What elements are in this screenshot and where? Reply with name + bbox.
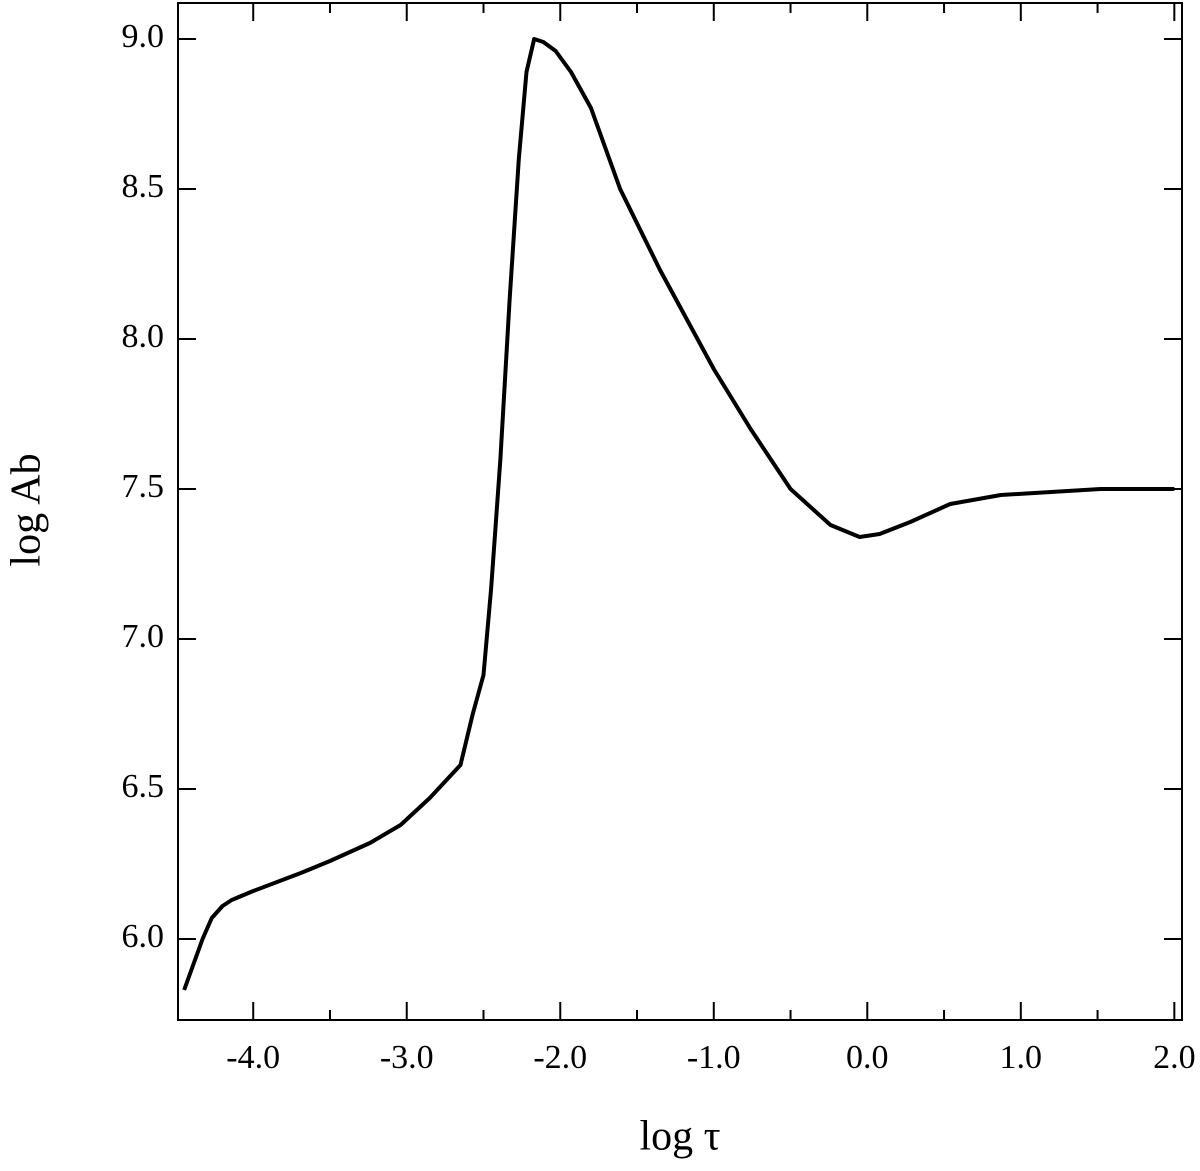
y-axis-label: log Ab bbox=[4, 453, 50, 566]
x-tick-label: 1.0 bbox=[1000, 1039, 1043, 1076]
x-tick-label: 2.0 bbox=[1153, 1039, 1196, 1076]
y-tick-label: 9.0 bbox=[122, 18, 165, 55]
y-tick-label: 6.5 bbox=[122, 768, 165, 805]
y-tick-label: 6.0 bbox=[122, 918, 165, 955]
x-axis-label: log τ bbox=[639, 1114, 720, 1160]
x-tick-label: 0.0 bbox=[846, 1039, 889, 1076]
y-tick-label: 8.5 bbox=[122, 168, 165, 205]
plot-frame bbox=[177, 2, 1183, 1021]
x-tick-label: -2.0 bbox=[533, 1039, 587, 1076]
y-tick-label: 8.0 bbox=[122, 318, 165, 355]
y-tick-label: 7.0 bbox=[122, 618, 165, 655]
x-tick-label: -4.0 bbox=[226, 1039, 280, 1076]
x-tick-label: -1.0 bbox=[687, 1039, 741, 1076]
y-tick-label: 7.5 bbox=[122, 468, 165, 505]
data-line bbox=[182, 37, 1175, 991]
x-tick-label: -3.0 bbox=[380, 1039, 434, 1076]
